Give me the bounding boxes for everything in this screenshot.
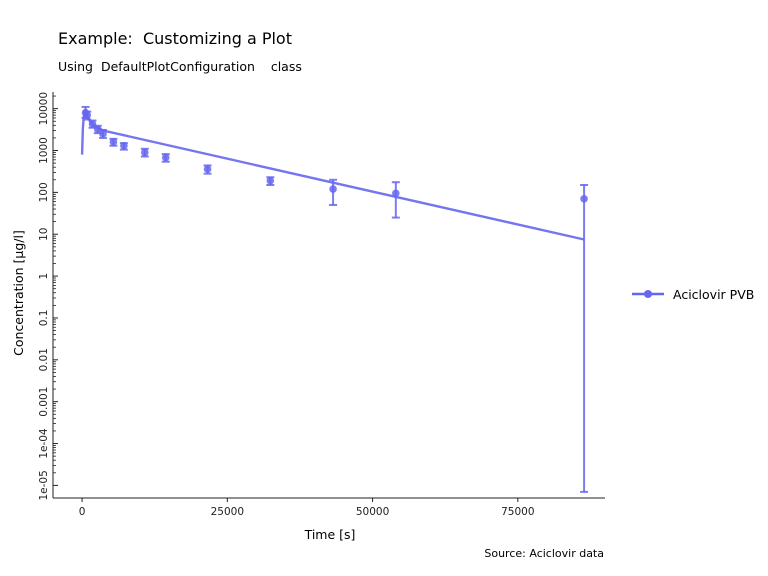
x-tick-label: 0 (79, 506, 86, 518)
chart-subtitle: Using DefaultPlotConfiguration class (58, 59, 302, 74)
data-point (392, 189, 400, 198)
y-tick-label: 10000 (38, 92, 50, 125)
data-point (203, 165, 212, 173)
y-tick-label: 10 (38, 228, 50, 241)
chart-title: Example: Customizing a Plot (58, 29, 292, 48)
y-tick-label: 1e-04 (38, 428, 50, 459)
y-tick-label: 0.001 (38, 387, 50, 417)
y-tick-label: 1 (38, 273, 50, 280)
axes: 0 25000 50000 75000 1e-05 1e-04 0.001 0.01 0.1 1 1… (38, 92, 605, 518)
y-tick-label: 1e-05 (38, 470, 50, 500)
x-tick-label: 25000 (211, 506, 244, 518)
x-tick-label: 75000 (501, 506, 534, 518)
x-axis-title: Time [s] (304, 527, 356, 542)
data-point (99, 130, 107, 138)
x-tick-label: 50000 (356, 506, 389, 518)
plot-area (80, 105, 589, 493)
y-tick-label: 100 (38, 182, 50, 202)
data-point (329, 185, 337, 193)
data-point (266, 176, 275, 185)
y-tick-label: 1000 (38, 137, 50, 164)
data-point (93, 125, 102, 134)
y-tick-label: 0.1 (38, 310, 50, 327)
data-point (109, 138, 118, 146)
legend-marker (644, 290, 652, 298)
legend-label: Aciclovir PVB (673, 287, 754, 302)
data-point (161, 153, 170, 162)
simulated-line (80, 106, 585, 241)
y-tick-label: 0.01 (38, 348, 50, 371)
y-axis-title: Concentration [µg/l] (11, 230, 26, 356)
data-point (580, 195, 588, 203)
legend: Aciclovir PVB (632, 287, 754, 302)
data-point (120, 141, 128, 150)
chart-caption: Source: Aciclovir data (484, 547, 604, 560)
data-point (83, 111, 92, 119)
data-point (141, 148, 149, 157)
